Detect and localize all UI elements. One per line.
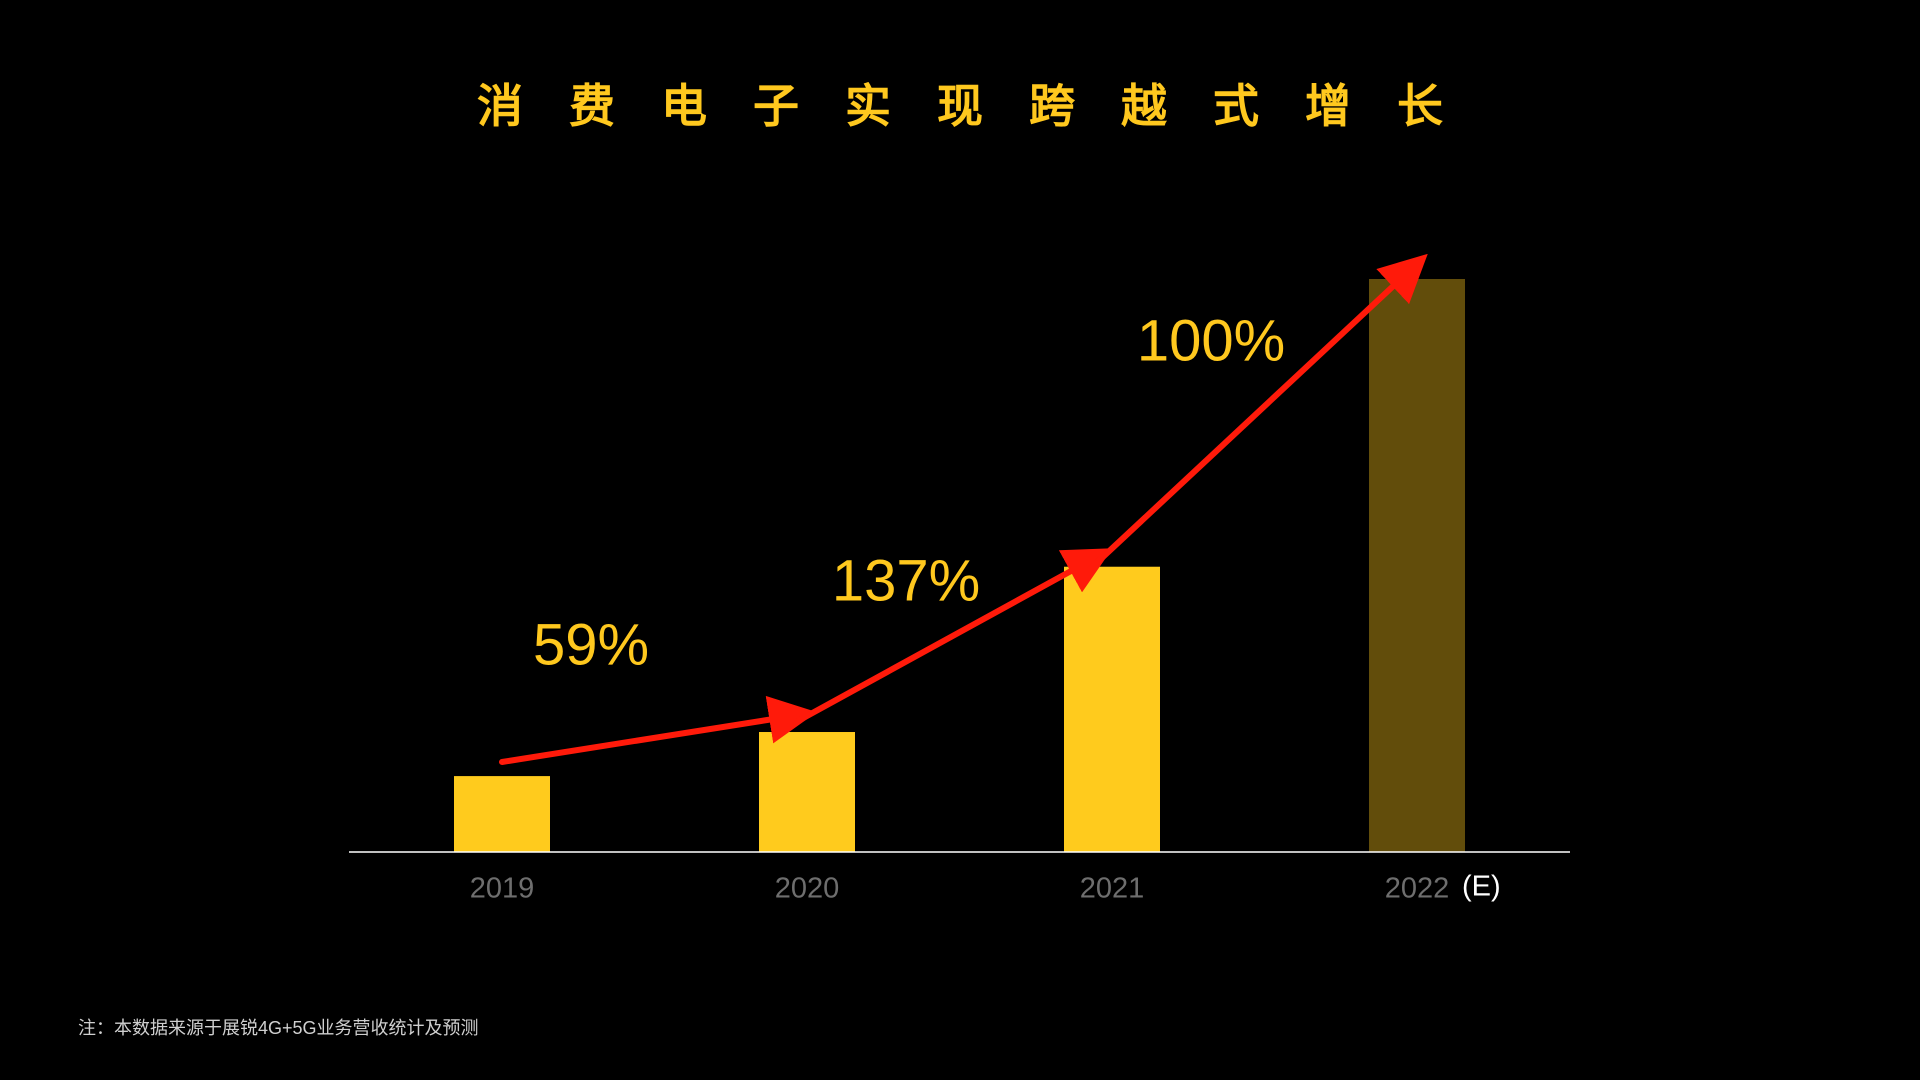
x-tick-label: 2021 — [1080, 873, 1145, 905]
arrow — [793, 548, 1113, 725]
x-tick-label: 2022 — [1385, 873, 1450, 905]
estimate-note: (E) — [1462, 871, 1501, 903]
chart-title: 消费电子实现跨越式增长 — [477, 80, 1489, 132]
growth-label: 137% — [832, 548, 980, 613]
x-tick-label: 2020 — [775, 873, 840, 905]
growth-label: 100% — [1137, 308, 1285, 373]
bars — [454, 279, 1465, 852]
growth-label: 59% — [533, 612, 649, 677]
bar — [1064, 566, 1160, 852]
arrow — [1087, 253, 1428, 572]
bar — [1369, 279, 1465, 852]
growth-arrows — [499, 253, 1428, 765]
bar — [454, 776, 550, 852]
footnote: 注：本数据来源于展锐4G+5G业务营收统计及预测 — [78, 1018, 479, 1038]
x-tick-label: 2019 — [470, 873, 535, 905]
arrow — [499, 695, 817, 765]
bar — [759, 732, 855, 852]
